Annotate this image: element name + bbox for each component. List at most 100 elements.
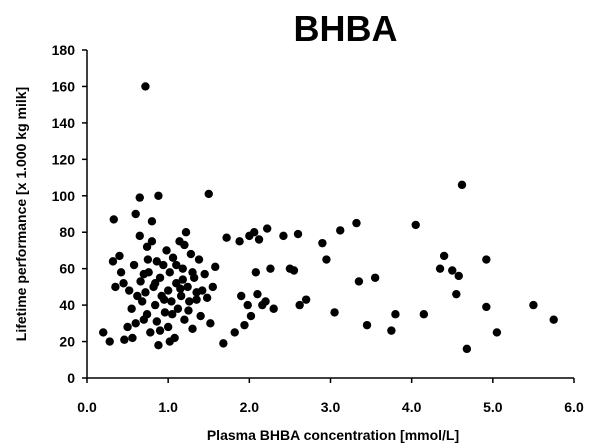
data-point [129, 260, 139, 270]
data-point [163, 322, 173, 332]
data-point [143, 255, 153, 264]
data-point [105, 337, 114, 346]
data-point [370, 273, 380, 282]
data-point [318, 238, 327, 248]
data-point [123, 322, 132, 332]
data-point [192, 295, 201, 304]
data-point [482, 302, 491, 312]
data-point [116, 268, 126, 277]
data-point [301, 295, 311, 304]
data-point [250, 228, 259, 237]
data-point [172, 260, 181, 270]
data-point [202, 293, 212, 303]
data-point [154, 341, 163, 350]
data-point [261, 297, 270, 306]
data-point [152, 317, 162, 326]
x-tick-label: 3.0 [321, 399, 341, 415]
data-point [336, 226, 345, 235]
data-point [99, 328, 108, 337]
data-point [352, 218, 361, 228]
y-tick-label: 100 [52, 188, 76, 204]
data-point [155, 273, 165, 282]
data-point [387, 326, 396, 335]
data-point [167, 297, 176, 306]
data-point [154, 191, 163, 200]
data-point [152, 257, 162, 266]
data-point [188, 268, 197, 277]
data-point [135, 231, 144, 241]
data-point [411, 220, 420, 230]
data-point [181, 228, 191, 237]
data-point [219, 339, 228, 348]
y-tick-label: 0 [67, 370, 75, 386]
data-point [184, 306, 193, 315]
data-point [330, 308, 339, 317]
y-tick-label: 140 [52, 115, 76, 131]
data-point [147, 217, 157, 226]
data-point [125, 286, 134, 295]
data-point [163, 286, 173, 295]
data-points [99, 82, 558, 354]
data-point [108, 257, 118, 266]
data-point [146, 328, 155, 337]
data-point [139, 315, 149, 324]
y-tick-label: 80 [59, 224, 75, 240]
data-point [155, 326, 165, 335]
data-point [109, 215, 118, 224]
data-point [159, 295, 169, 304]
y-axis-ticks: 0 20 40 60 80 100 120 140 160 180 [52, 42, 87, 386]
data-point [150, 279, 160, 288]
data-point [222, 233, 231, 242]
data-point [173, 304, 183, 313]
chart-title: BHBA [293, 8, 398, 49]
data-point [176, 284, 185, 293]
data-point [230, 328, 239, 337]
data-point [419, 310, 429, 319]
x-tick-label: 1.0 [158, 399, 178, 415]
x-tick-label: 6.0 [564, 399, 584, 415]
data-point [246, 311, 256, 321]
data-point [279, 231, 288, 241]
data-point [128, 333, 137, 343]
data-point [186, 249, 196, 259]
data-point [183, 282, 192, 292]
data-point [196, 311, 205, 321]
x-tick-label: 0.0 [77, 399, 97, 415]
data-point [435, 264, 445, 273]
data-point [439, 251, 449, 261]
data-point [251, 268, 261, 277]
data-point [165, 268, 174, 277]
data-point [204, 189, 213, 199]
y-tick-label: 60 [59, 261, 75, 277]
data-point [452, 289, 461, 299]
data-point [180, 240, 189, 250]
data-point [136, 277, 145, 286]
data-point [240, 320, 249, 330]
data-point [168, 253, 178, 262]
data-point [120, 335, 129, 344]
data-point [235, 237, 244, 246]
data-point [165, 337, 174, 346]
y-axis-label: Lifetime performance [x 1.000 kg milk] [13, 87, 29, 341]
x-tick-label: 5.0 [483, 399, 503, 415]
data-point [262, 224, 272, 233]
data-point [549, 315, 558, 324]
y-tick-label: 160 [52, 78, 76, 94]
data-point [211, 262, 220, 272]
data-point [457, 180, 467, 190]
x-axis-ticks: 0.0 1.0 2.0 3.0 4.0 5.0 6.0 [77, 378, 584, 415]
data-point [354, 277, 364, 286]
data-point [137, 297, 147, 306]
data-point [119, 279, 128, 288]
data-point [142, 242, 152, 251]
data-point [135, 193, 144, 202]
data-point [362, 320, 372, 330]
data-point [160, 308, 170, 317]
data-point [162, 246, 171, 255]
data-point [131, 209, 140, 219]
data-point [266, 264, 275, 273]
y-tick-label: 180 [52, 42, 76, 58]
data-point [111, 282, 120, 292]
data-point [293, 229, 303, 239]
